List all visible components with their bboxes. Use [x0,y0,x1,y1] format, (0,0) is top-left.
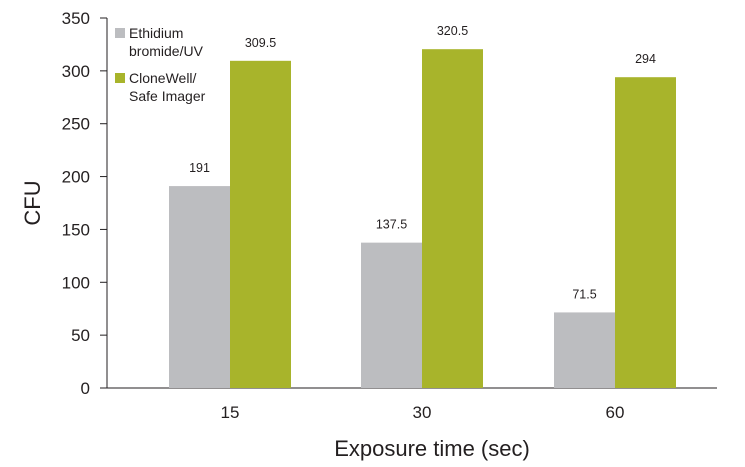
y-tick-label: 350 [62,9,90,28]
bar-clonewell-30 [422,49,483,388]
data-label: 191 [189,161,210,175]
y-tick-label: 150 [62,220,90,239]
x-tick-label: 30 [413,403,432,422]
y-tick-label: 50 [71,326,90,345]
y-axis-title: CFU [20,180,45,225]
data-label: 294 [635,52,656,66]
legend-label: Ethidium [129,25,183,41]
data-label: 137.5 [376,218,407,232]
bars: 191 309.5 137.5 320.5 71.5 294 [169,24,676,389]
x-axis-ticks: 15 30 60 [221,403,625,422]
bar-ethidium-15 [169,186,230,388]
y-tick-label: 250 [62,115,90,134]
y-tick-label: 0 [81,379,90,398]
legend-swatch [115,73,125,83]
y-tick-label: 200 [62,168,90,187]
x-axis-title: Exposure time (sec) [334,436,530,461]
data-label: 320.5 [437,24,468,38]
x-tick-label: 60 [606,403,625,422]
y-axis-ticks: 0 50 100 150 200 250 300 350 [62,9,107,398]
legend-label: CloneWell/ [129,70,197,86]
bar-ethidium-60 [554,312,615,388]
bar-clonewell-60 [615,77,676,388]
bar-ethidium-30 [361,242,422,388]
legend-label: Safe Imager [129,88,206,104]
y-tick-label: 300 [62,62,90,81]
data-label: 71.5 [572,287,596,301]
y-tick-label: 100 [62,273,90,292]
x-tick-label: 15 [221,403,240,422]
legend-label: bromide/UV [129,43,204,59]
legend-swatch [115,28,125,38]
legend: Ethidium bromide/UV CloneWell/Safe Imager [115,25,206,104]
data-label: 309.5 [245,36,276,50]
bar-clonewell-15 [230,60,291,389]
